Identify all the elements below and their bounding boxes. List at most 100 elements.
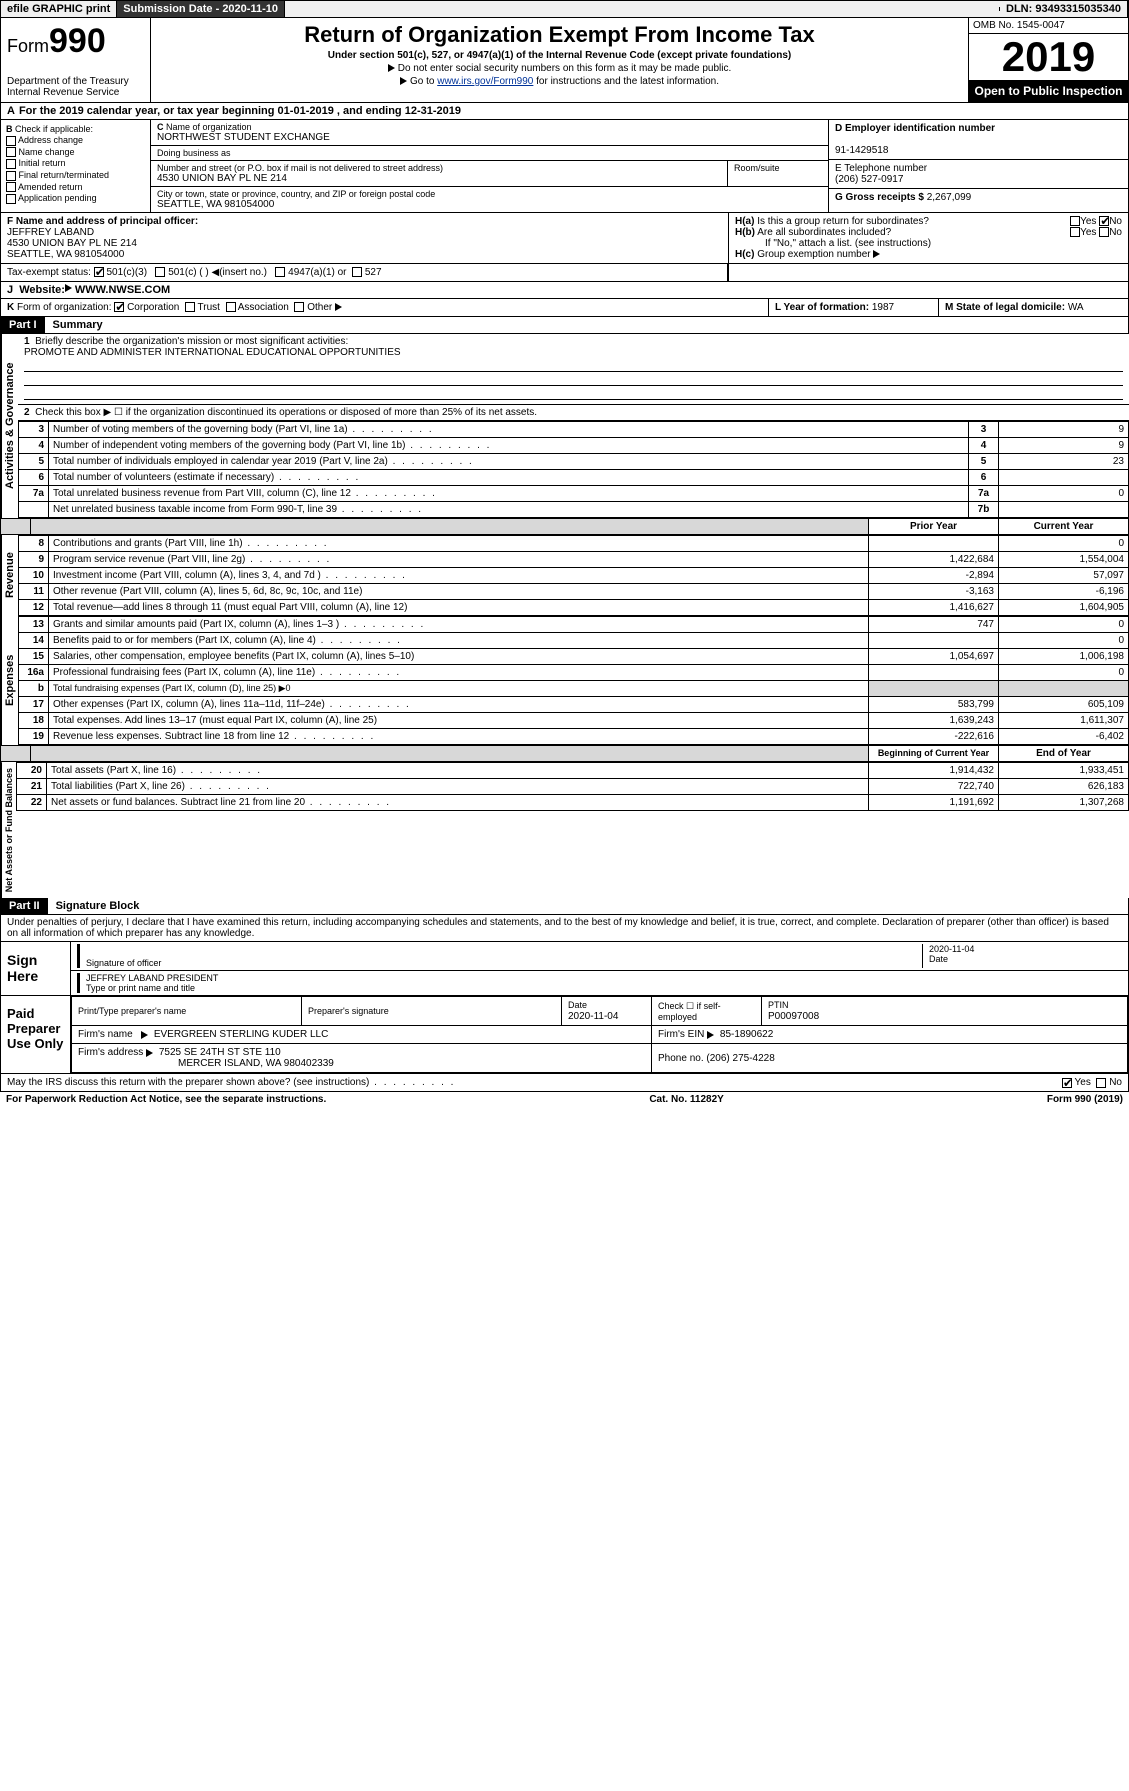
checkbox-assoc[interactable] [226,302,236,312]
sign-here-label: Sign Here [1,942,71,995]
irs-link[interactable]: www.irs.gov/Form990 [437,76,533,87]
phone-block: E Telephone number (206) 527-0917 [829,160,1128,189]
sig-date: 2020-11-04 [929,944,974,954]
tax-exempt-row: Tax-exempt status: 501(c)(3) 501(c) ( ) … [0,264,1129,282]
arrow-icon [707,1031,714,1039]
suite-label: Room/suite [734,163,822,173]
table-row: 11Other revenue (Part VIII, column (A), … [19,584,1129,600]
principal-officer: F Name and address of principal officer:… [1,213,728,263]
revenue-table: 8Contributions and grants (Part VIII, li… [18,535,1129,616]
note-ssn: Do not enter social security numbers on … [159,63,960,74]
checkbox-address[interactable] [6,136,16,146]
blank-line [24,374,1123,386]
table-row: 6Total number of volunteers (estimate if… [19,470,1129,486]
table-row: 15Salaries, other compensation, employee… [19,649,1129,665]
note-link: Go to www.irs.gov/Form990 for instructio… [159,76,960,87]
addr-label: Number and street (or P.O. box if mail i… [157,163,721,173]
end-year-hdr: End of Year [999,746,1129,762]
checkbox-discuss-yes[interactable] [1062,1078,1072,1088]
header-right: OMB No. 1545-0047 2019 Open to Public In… [968,18,1128,102]
omb-number: OMB No. 1545-0047 [969,18,1128,34]
checkbox-initial[interactable] [6,159,16,169]
table-row: 5Total number of individuals employed in… [19,454,1129,470]
form-number: Form990 [7,22,144,61]
arrow-icon [65,284,72,292]
checkbox-527[interactable] [352,267,362,277]
form-header: Form990 Department of the Treasury Inter… [0,18,1129,103]
begin-year-hdr: Beginning of Current Year [869,746,999,762]
table-row: 19Revenue less expenses. Subtract line 1… [19,729,1129,745]
checkbox-4947[interactable] [275,267,285,277]
part1-badge: Part I [1,317,45,333]
arrow-icon [873,250,880,258]
checkbox-ha-no[interactable] [1099,216,1109,226]
org-address: 4530 UNION BAY PL NE 214 [157,173,721,184]
top-bar: efile GRAPHIC print Submission Date - 20… [0,0,1129,18]
checkbox-hb-no[interactable] [1099,227,1109,237]
vert-label-net: Net Assets or Fund Balances [1,762,16,898]
sig-officer-label: Signature of officer [86,958,161,968]
table-row: bTotal fundraising expenses (Part IX, co… [19,681,1129,697]
table-row: 17Other expenses (Part IX, column (A), l… [19,697,1129,713]
dln: DLN: 93493315035340 [1000,1,1128,17]
form-title: Return of Organization Exempt From Incom… [159,22,960,48]
checkbox-pending[interactable] [6,194,16,204]
net-assets-table: 20Total assets (Part X, line 16)1,914,43… [16,762,1129,811]
checkbox-hb-yes[interactable] [1070,227,1080,237]
table-row: 12Total revenue—add lines 8 through 11 (… [19,600,1129,616]
checkbox-final[interactable] [6,171,16,181]
checkbox-discuss-no[interactable] [1096,1078,1106,1088]
officer-name: JEFFREY LABAND PRESIDENT [86,973,218,983]
org-info-row: B Check if applicable: Address change Na… [0,120,1129,213]
governance-section: Activities & Governance 1 Briefly descri… [0,334,1129,518]
prior-year-hdr: Prior Year [869,519,999,535]
state-domicile: M State of legal domicile: WA [938,299,1128,316]
part1-header-row: Part I Summary [0,317,1129,334]
hb-note: If "No," attach a list. (see instruction… [735,238,1122,249]
expenses-table: 13Grants and similar amounts paid (Part … [18,616,1129,745]
table-row: 7aTotal unrelated business revenue from … [19,486,1129,502]
checkbox-other[interactable] [294,302,304,312]
checkbox-amended[interactable] [6,182,16,192]
table-row: 13Grants and similar amounts paid (Part … [19,617,1129,633]
org-name-block: C Name of organization NORTHWEST STUDENT… [151,120,828,212]
checkbox-ha-yes[interactable] [1070,216,1080,226]
arrow-icon [335,303,342,311]
current-year-hdr: Current Year [999,519,1129,535]
open-public-badge: Open to Public Inspection [969,80,1128,102]
paid-preparer-label: Paid Preparer Use Only [1,996,71,1073]
table-row: 8Contributions and grants (Part VIII, li… [19,536,1129,552]
checkbox-501c3[interactable] [94,267,104,277]
phone-value: (206) 527-0917 [835,174,903,185]
footer-left: For Paperwork Reduction Act Notice, see … [6,1094,326,1105]
officer-name-label: Type or print name and title [86,983,195,993]
dba-label: Doing business as [157,148,231,158]
checkbox-corp[interactable] [114,302,124,312]
right-info-block: D Employer identification number 91-1429… [828,120,1128,212]
part2-badge: Part II [1,898,48,914]
header-left: Form990 Department of the Treasury Inter… [1,18,151,102]
gov-table: 3Number of voting members of the governi… [18,421,1129,518]
table-row: 22Net assets or fund balances. Subtract … [17,795,1129,811]
sig-date-label: Date [929,954,948,964]
checkbox-501c[interactable] [155,267,165,277]
checkbox-name[interactable] [6,147,16,157]
year-header-row: Prior YearCurrent Year [0,518,1129,535]
checkbox-trust[interactable] [185,302,195,312]
table-row: 18Total expenses. Add lines 13–17 (must … [19,713,1129,729]
year-formation: L Year of formation: 1987 [768,299,938,316]
org-name: NORTHWEST STUDENT EXCHANGE [157,132,822,143]
part2-header-row: Part II Signature Block [0,898,1129,915]
net-assets-section: Net Assets or Fund Balances 20Total asse… [0,762,1129,898]
tax-exempt-status: Tax-exempt status: 501(c)(3) 501(c) ( ) … [7,267,721,278]
form-of-org: K Form of organization: Corporation Trus… [1,299,768,316]
ein-block: D Employer identification number 91-1429… [829,120,1128,160]
blank-line [24,388,1123,400]
table-row: Firm's address 7525 SE 24TH ST STE 110ME… [72,1044,1128,1073]
mission-block: 1 Briefly describe the organization's mi… [18,334,1129,405]
part1-title: Summary [45,317,111,333]
blank-line [24,360,1123,372]
arrow-icon [400,77,407,85]
gross-receipts: G Gross receipts $ 2,267,099 [829,189,1128,206]
mission-text: PROMOTE AND ADMINISTER INTERNATIONAL EDU… [24,347,401,358]
